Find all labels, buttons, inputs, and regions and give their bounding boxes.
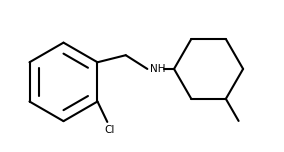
Text: Cl: Cl (104, 125, 114, 135)
Text: NH: NH (151, 64, 166, 74)
